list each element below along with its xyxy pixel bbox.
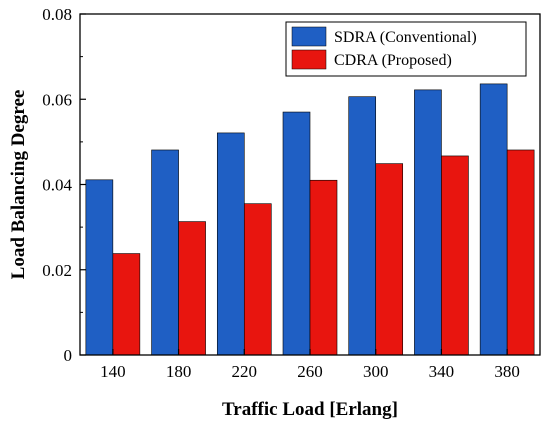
- legend-label-sdra: SDRA (Conventional): [334, 29, 477, 46]
- legend-swatch-sdra: [291, 26, 327, 47]
- bar-cdra-220: [243, 203, 272, 356]
- y-tick-label: 0: [64, 346, 73, 365]
- bar-cdra-180: [178, 221, 206, 356]
- bar-sdra-260: [282, 111, 311, 356]
- y-tick-label: 0.04: [42, 176, 72, 195]
- bar-sdra-180: [151, 149, 179, 356]
- bar-cdra-140: [112, 253, 141, 356]
- x-tick-label: 180: [166, 362, 192, 381]
- x-tick-label: 140: [100, 362, 126, 381]
- bars-layer: [85, 83, 535, 356]
- x-tick-label: 340: [429, 362, 455, 381]
- x-tick-label: 380: [494, 362, 520, 381]
- x-axis-title: Traffic Load [Erlang]: [222, 399, 398, 420]
- x-tick-label: 260: [297, 362, 323, 381]
- ticks-layer: 0 0.02 0.04 0.06 0.08 140 180 220 260 300 340 380: [42, 5, 520, 381]
- bar-sdra-300: [348, 96, 377, 356]
- x-tick-label: 220: [232, 362, 258, 381]
- bar-cdra-260: [309, 179, 338, 356]
- legend: SDRA (Conventional) CDRA (Proposed): [285, 21, 527, 77]
- legend-swatch-cdra: [291, 49, 327, 70]
- bar-cdra-380: [506, 149, 535, 356]
- bar-sdra-140: [85, 179, 114, 356]
- y-tick-label: 0.06: [42, 90, 72, 109]
- bar-cdra-300: [375, 163, 404, 356]
- bar-sdra-220: [216, 132, 245, 356]
- y-tick-label: 0.02: [42, 261, 72, 280]
- bar-cdra-340: [441, 155, 469, 356]
- x-tick-label: 300: [363, 362, 389, 381]
- y-tick-label: 0.08: [42, 5, 72, 24]
- bar-sdra-340: [414, 89, 442, 356]
- bar-sdra-380: [479, 83, 508, 356]
- legend-label-cdra: CDRA (Proposed): [334, 52, 452, 69]
- y-axis-title: Load Balancing Degree: [8, 90, 29, 280]
